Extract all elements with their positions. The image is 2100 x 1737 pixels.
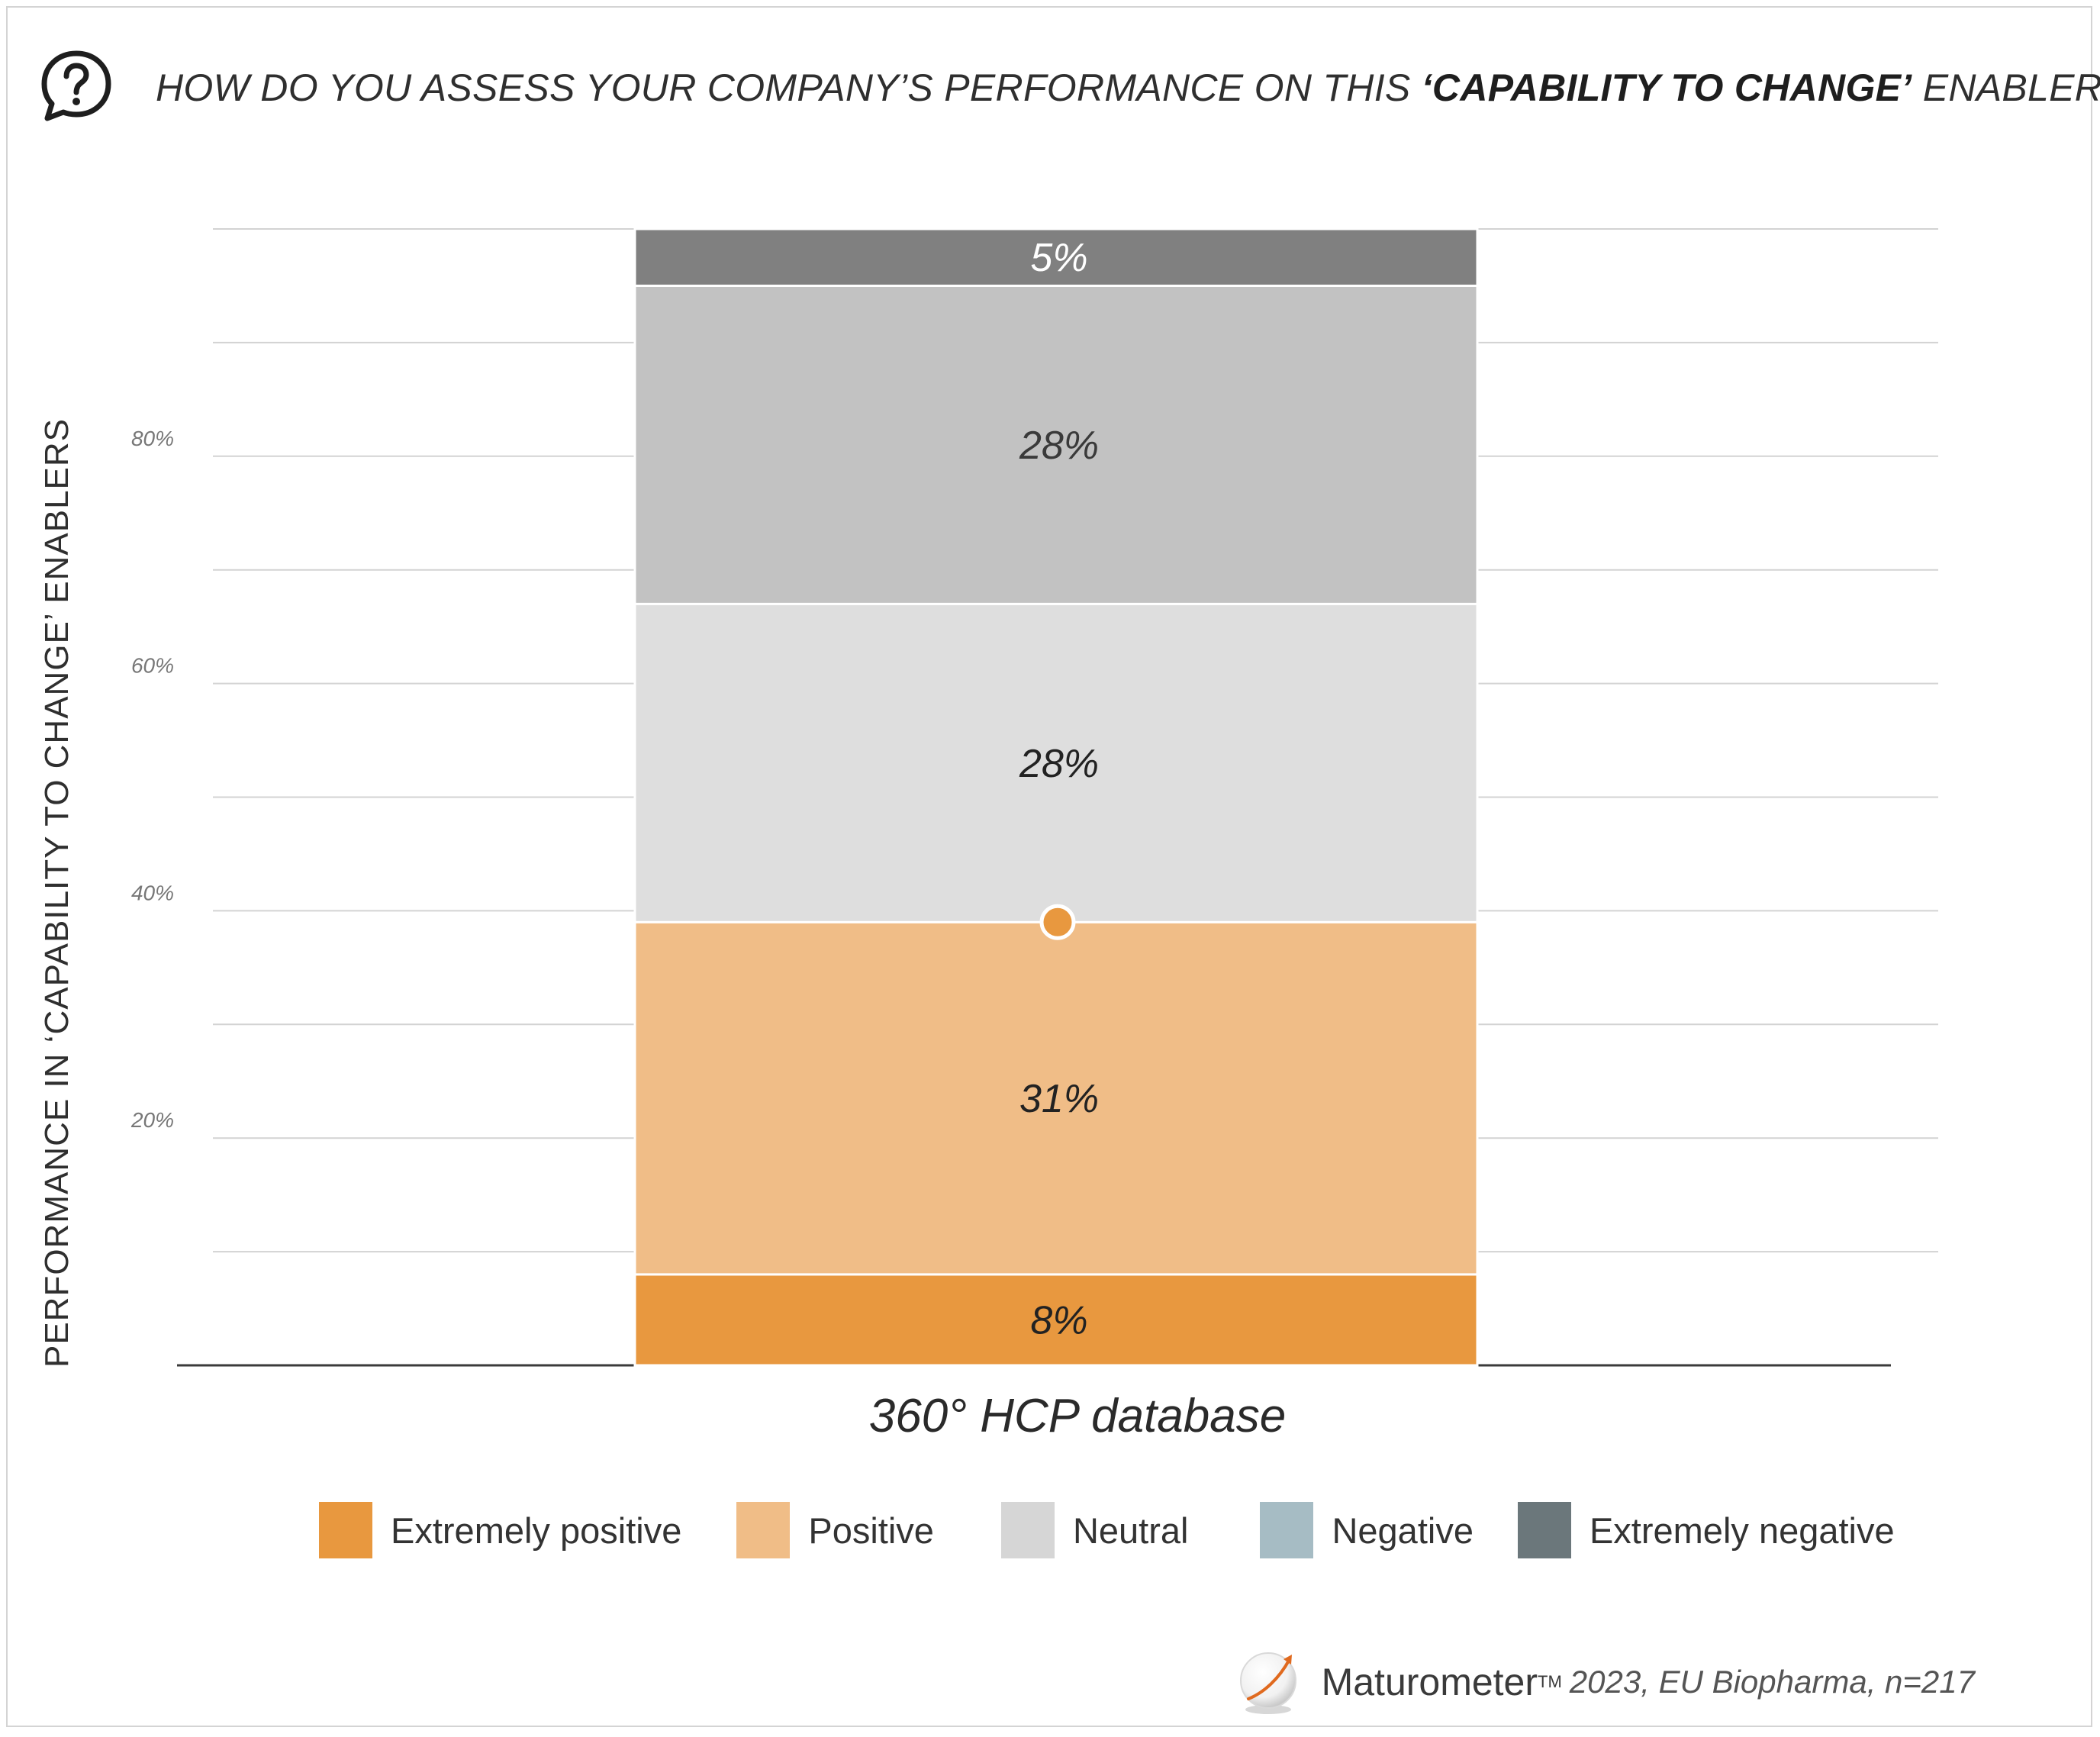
legend-swatch (736, 1502, 791, 1558)
legend-swatch (319, 1502, 372, 1558)
legend-item: Negative (1260, 1502, 1474, 1558)
title-highlight: ‘CAPABILITY TO CHANGE’ (1421, 66, 1912, 109)
x-category-label: 360° HCP database (868, 1390, 1287, 1442)
legend-label: Negative (1332, 1510, 1474, 1551)
chart-frame (6, 6, 2092, 1727)
legend-label: Extremely negative (1589, 1510, 1895, 1551)
legend-item: Neutral (1000, 1502, 1189, 1558)
data-label: 31% (1019, 1077, 1099, 1121)
average-marker (1039, 904, 1076, 940)
maturometer-logo-icon (1239, 1652, 1296, 1714)
trademark: TM (1538, 1672, 1562, 1691)
title-pre: HOW DO YOU ASSESS YOUR COMPANY’S PERFORM… (156, 66, 1422, 109)
data-label: 28% (1019, 424, 1099, 468)
y-tick-label: 60% (131, 654, 174, 678)
footer: Maturometer TM 2023, EU Biopharma, n=217 (1233, 1645, 1975, 1719)
legend-label: Positive (808, 1510, 934, 1551)
bar-segment (633, 920, 1479, 1276)
data-label: 8% (1030, 1298, 1087, 1342)
question-speech-bubble-icon (41, 50, 111, 121)
bar-segment (633, 284, 1479, 605)
y-tick-label: 80% (131, 427, 174, 450)
data-label: 5% (1030, 236, 1087, 280)
legend-item: Extremely negative (1517, 1502, 1895, 1558)
y-tick-label: 40% (131, 881, 174, 904)
legend: Extremely positive Positive Neutral Negativ… (319, 1502, 1895, 1558)
chart-title: HOW DO YOU ASSESS YOUR COMPANY’S PERFORM… (156, 66, 2100, 110)
source-note: 2023, EU Biopharma, n=217 (1569, 1664, 1975, 1700)
legend-label: Extremely positive (391, 1510, 682, 1551)
legend-swatch (1260, 1502, 1314, 1558)
legend-swatch (1517, 1502, 1571, 1558)
brand-name: Maturometer (1321, 1661, 1538, 1703)
data-label: 28% (1019, 742, 1099, 786)
y-tick-label: 20% (130, 1108, 174, 1132)
title-post: ENABLER? (1922, 66, 2100, 109)
bar-segment (633, 227, 1479, 287)
legend-swatch (1000, 1502, 1055, 1558)
legend-item: Positive (736, 1502, 934, 1558)
legend-label: Neutral (1072, 1510, 1189, 1551)
legend-item: Extremely positive (319, 1502, 681, 1558)
